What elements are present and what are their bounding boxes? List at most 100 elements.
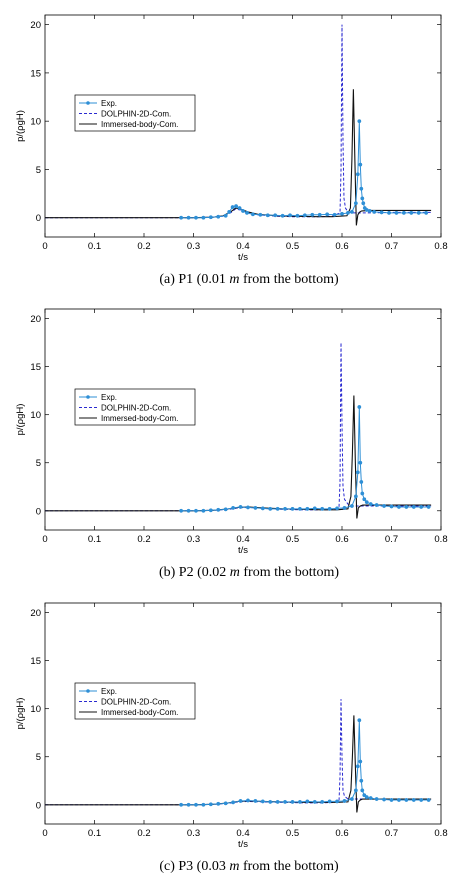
chart-panel-2: 0 0.1 0.2 0.3 0.4 0.5 0.6 0.7 0.8 0 5 10 15 20 t/s p/(ρ… [15, 308, 448, 580]
x-tick-label: 0.4 [236, 534, 249, 545]
exp-data-point [186, 508, 191, 513]
exp-data-point [349, 504, 354, 508]
exp-data-point [273, 213, 278, 218]
x-tick-label: 0.1 [88, 241, 101, 252]
legend-entry: Exp. [101, 99, 117, 108]
exp-data-point [194, 802, 198, 807]
x-tick-label: 0.3 [187, 534, 200, 545]
legend-entry: Exp. [101, 687, 117, 696]
exp-data-point [237, 206, 242, 210]
series-line-immersed-body-com- [45, 89, 432, 226]
exp-data-point [416, 210, 421, 215]
exp-data-point [275, 799, 280, 804]
exp-data-point [401, 210, 406, 215]
exp-data-point [340, 211, 344, 216]
x-tick-label: 0.7 [385, 534, 398, 545]
x-axis-label: t/s [238, 839, 248, 850]
exp-data-point [379, 210, 384, 215]
exp-data-point [305, 799, 310, 804]
exp-data-point [317, 212, 322, 217]
exp-data-point [223, 213, 228, 218]
exp-data-point [179, 215, 184, 220]
x-axis-label: t/s [238, 252, 248, 263]
exp-data-point [290, 506, 295, 511]
exp-data-point [305, 506, 310, 511]
exp-data-point [327, 799, 332, 804]
exp-data-point [179, 802, 184, 807]
exp-data-point [359, 186, 364, 191]
chart-panel-1: 0 0.1 0.2 0.3 0.4 0.5 0.6 0.7 0.8 0 5 10 15 20 t/s p/(ρ… [15, 14, 448, 287]
exp-data-point [223, 801, 228, 806]
exp-data-point [201, 802, 206, 807]
exp-data-point [368, 502, 373, 507]
exp-data-point [355, 470, 360, 475]
exp-data-point [426, 504, 431, 509]
x-tick-label: 0.6 [335, 534, 348, 545]
y-tick-label: 20 [30, 608, 41, 619]
exp-data-point [357, 119, 362, 124]
exp-data-point [201, 215, 206, 220]
exp-data-point [335, 506, 339, 511]
exp-data-point [358, 759, 363, 764]
exp-data-point [345, 210, 350, 215]
series-line-exp- [181, 720, 429, 806]
exp-data-point [280, 213, 285, 218]
x-tick-label: 0 [42, 828, 47, 839]
exp-data-point [250, 212, 255, 217]
exp-data-point [374, 797, 379, 801]
exp-data-point [238, 504, 243, 509]
exp-data-point [342, 505, 347, 510]
exp-data-point [230, 205, 235, 210]
x-tick-label: 0.2 [137, 534, 150, 545]
y-axis-label: p/(ρgH) [15, 110, 26, 142]
exp-data-point [268, 506, 273, 511]
exp-data-point [216, 214, 221, 219]
x-tick-label: 0.8 [434, 241, 447, 252]
exp-data-point [186, 802, 191, 807]
x-tick-label: 0.7 [385, 828, 398, 839]
exp-data-point [364, 500, 369, 505]
y-tick-label: 15 [30, 362, 41, 373]
series-line-exp- [181, 406, 429, 512]
legend-entry: Immersed-body-Com. [101, 708, 178, 717]
exp-data-point [411, 504, 416, 509]
series-line-dolphin-2d-com- [45, 24, 432, 219]
y-tick-label: 10 [30, 410, 41, 421]
exp-data-point [295, 213, 300, 218]
figure-caption: (c) P3 (0.03 m from the bottom) [159, 859, 339, 874]
exp-data-point [358, 460, 363, 465]
exp-data-point [320, 506, 325, 511]
exp-data-point [404, 504, 409, 509]
legend-entry: Exp. [101, 393, 117, 402]
y-tick-label: 20 [30, 20, 41, 31]
exp-data-point [231, 505, 236, 510]
exp-data-point [389, 504, 394, 509]
exp-data-point [227, 209, 232, 214]
exp-data-point [349, 797, 354, 801]
exp-data-point [194, 508, 198, 513]
exp-data-point [302, 213, 307, 218]
exp-data-point [297, 799, 302, 804]
exp-data-point [409, 210, 414, 215]
exp-data-point [253, 798, 258, 803]
series-line-dolphin-2d-com- [45, 342, 432, 512]
chart-panel-3: 0 0.1 0.2 0.3 0.4 0.5 0.6 0.7 0.8 0 5 10 15 20 t/s p/(ρ… [15, 602, 448, 874]
exp-data-point [426, 798, 431, 802]
figure-caption: (a) P1 (0.01 m from the bottom) [159, 272, 339, 287]
y-tick-label: 10 [30, 704, 41, 715]
exp-data-point [327, 506, 332, 511]
y-axis-label: p/(ρgH) [15, 404, 26, 436]
y-tick-label: 10 [30, 117, 41, 128]
figure-caption: (b) P2 (0.02 m from the bottom) [159, 565, 339, 580]
exp-data-point [216, 801, 221, 806]
y-tick-label: 5 [36, 458, 41, 469]
legend-entry: DOLPHIN-2D-Com. [101, 110, 171, 119]
exp-data-point [424, 210, 429, 215]
legend-entry: DOLPHIN-2D-Com. [101, 404, 171, 413]
x-tick-label: 0.2 [137, 241, 150, 252]
exp-data-point [372, 209, 377, 214]
legend-marker [86, 689, 90, 693]
y-tick-label: 0 [36, 213, 41, 224]
x-tick-label: 0.2 [137, 828, 150, 839]
